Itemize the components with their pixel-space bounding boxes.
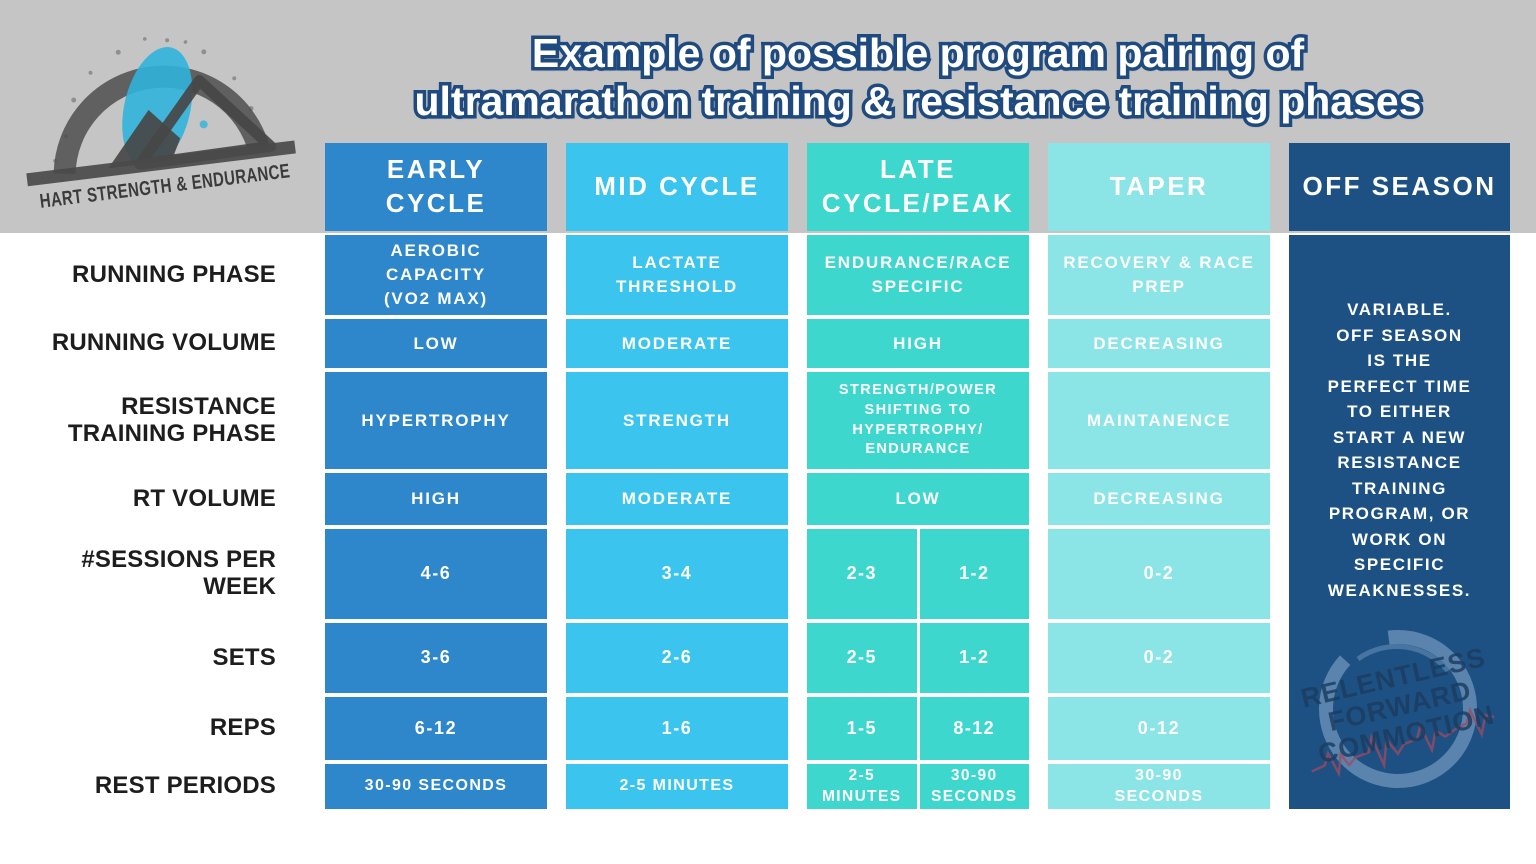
cell-taper-rt-phase: MAINTANENCE [1048, 372, 1270, 469]
cell-late-sessions-left: 2-3 [807, 529, 917, 619]
watermark-graphics [1310, 630, 1494, 788]
cell-early-rt-phase: HYPERTROPHY [325, 372, 547, 469]
cell-late-rest-right: 30-90 SECONDS [919, 764, 1029, 809]
watermark-ring-icon [1318, 630, 1477, 788]
cell-taper-rt-volume: DECREASING [1048, 473, 1270, 525]
cell-early-rest: 30-90 SECONDS [325, 764, 547, 809]
cell-mid-sets: 2-6 [566, 623, 788, 693]
row-label-running-volume: RUNNING VOLUME [51, 329, 276, 357]
cell-late-reps: 1-5 8-12 [807, 697, 1029, 760]
cell-late-sets: 2-5 1-2 [807, 623, 1029, 693]
cell-taper-reps: 0-12 [1048, 697, 1270, 760]
cell-late-reps-right: 8-12 [919, 697, 1029, 760]
cell-late-reps-left: 1-5 [807, 697, 917, 760]
cell-late-rest-left: 2-5 MINUTES [807, 764, 917, 809]
table-corner-spacer [0, 143, 306, 231]
column-header-mid-cycle: MID CYCLE [566, 143, 788, 231]
page-title-line2: ultramarathon training & resistance trai… [411, 74, 1425, 127]
watermark: RELENTLESS FORWARD COMMOTION [1298, 619, 1502, 805]
row-label-rest-periods: REST PERIODS [94, 772, 276, 800]
cell-taper-sets: 0-2 [1048, 623, 1270, 693]
cell-mid-rest: 2-5 MINUTES [566, 764, 788, 809]
brand-logo: HART STRENGTH & ENDURANCE [26, 37, 296, 213]
heartbeat-icon [1310, 706, 1494, 778]
cell-late-sets-right: 1-2 [919, 623, 1029, 693]
cell-early-reps: 6-12 [325, 697, 547, 760]
cell-mid-reps: 1-6 [566, 697, 788, 760]
cell-early-sessions: 4-6 [325, 529, 547, 619]
watermark-ring-accent-icon [1356, 643, 1450, 673]
cell-mid-rt-phase: STRENGTH [566, 372, 788, 469]
row-label-reps: REPS [209, 714, 276, 742]
cell-mid-rt-volume: MODERATE [566, 473, 788, 525]
cell-late-sessions: 2-3 1-2 [807, 529, 1029, 619]
page-title: Example of possible program pairing of E… [325, 27, 1511, 128]
cell-off-season: VARIABLE. OFF SEASON IS THE PERFECT TIME… [1289, 235, 1510, 809]
page-title-line1: Example of possible program pairing of E… [528, 27, 1307, 80]
row-label-sets: SETS [212, 643, 276, 671]
column-header-early-cycle: EARLY CYCLE [325, 143, 547, 231]
cell-taper-rest: 30-90 SECONDS [1048, 764, 1270, 809]
cell-late-rest: 2-5 MINUTES 30-90 SECONDS [807, 764, 1029, 809]
logo-cyan-dot-icon [199, 120, 208, 129]
logo-speckles-icon [53, 37, 263, 163]
cell-taper-running-volume: DECREASING [1048, 319, 1270, 368]
cell-mid-running-phase: LACTATE THRESHOLD [566, 235, 788, 315]
cell-mid-sessions: 3-4 [566, 529, 788, 619]
cell-mid-running-volume: MODERATE [566, 319, 788, 368]
column-header-late-cycle-peak: LATE CYCLE/PEAK [807, 143, 1029, 231]
cell-late-running-phase: ENDURANCE/RACE SPECIFIC [807, 235, 1029, 315]
program-table: EARLY CYCLE MID CYCLE LATE CYCLE/PEAK TA… [0, 143, 1510, 809]
column-header-off-season: OFF SEASON [1289, 143, 1510, 231]
cell-early-rt-volume: HIGH [325, 473, 547, 525]
off-season-description: VARIABLE. OFF SEASON IS THE PERFECT TIME… [1327, 300, 1472, 600]
row-label-resistance-training-phase: RESISTANCE TRAINING PHASE [67, 392, 276, 447]
cell-late-rt-volume: LOW [807, 473, 1029, 525]
cell-taper-sessions: 0-2 [1048, 529, 1270, 619]
column-header-taper: TAPER [1048, 143, 1270, 231]
cell-taper-running-phase: RECOVERY & RACE PREP [1048, 235, 1270, 315]
cell-early-sets: 3-6 [325, 623, 547, 693]
row-label-rt-volume: RT VOLUME [132, 484, 276, 512]
cell-late-sessions-right: 1-2 [919, 529, 1029, 619]
cell-early-running-phase: AEROBIC CAPACITY (VO2 MAX) [325, 235, 547, 315]
cell-late-sets-left: 2-5 [807, 623, 917, 693]
cell-late-rt-phase: STRENGTH/POWER SHIFTING TO HYPERTROPHY/ … [807, 372, 1029, 469]
logo-baseline-icon [26, 140, 296, 187]
row-label-sessions-per-week: #SESSIONS PER WEEK [81, 546, 276, 600]
cell-late-running-volume: HIGH [807, 319, 1029, 368]
cell-early-running-volume: LOW [325, 319, 547, 368]
row-label-running-phase: RUNNING PHASE [72, 260, 276, 288]
